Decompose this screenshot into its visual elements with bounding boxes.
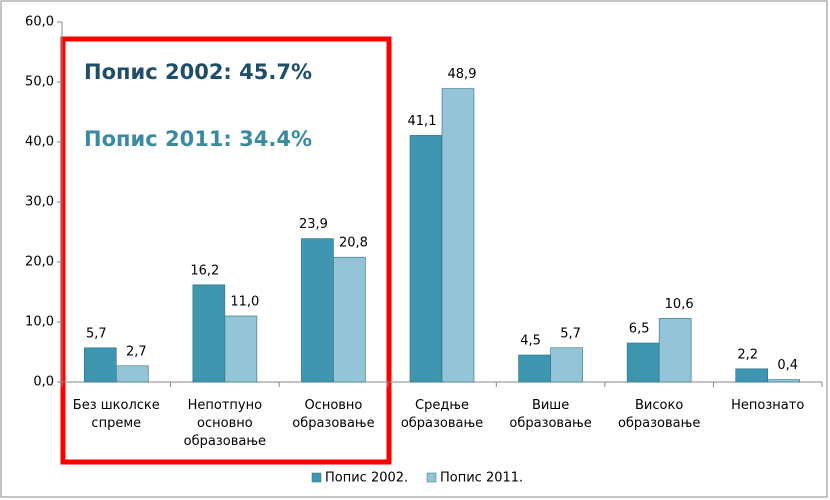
bar	[333, 256, 366, 383]
x-tick-label: Више образовање	[509, 398, 591, 431]
annotation: Попис 2002: 45.7%	[84, 60, 312, 84]
value-label: 0,4	[777, 358, 798, 373]
legend-label: Попис 2011.	[440, 471, 523, 486]
x-tick-label: Непотпуно основно образовање	[184, 398, 266, 449]
value-label: 6,5	[629, 322, 650, 337]
bar	[115, 365, 149, 383]
value-label: 23,9	[299, 217, 328, 232]
y-tick-label: 40,0	[25, 135, 54, 150]
value-label: 10,6	[665, 297, 694, 312]
legend-swatch	[311, 472, 322, 483]
x-tick-label: Високо образовање	[618, 398, 700, 431]
annotation: Попис 2011: 34.4%	[84, 127, 312, 151]
bar	[550, 347, 583, 383]
value-label: 2,2	[737, 347, 758, 362]
value-label: 11,0	[230, 295, 259, 310]
bar	[767, 379, 801, 383]
bar	[518, 354, 551, 383]
bar	[83, 347, 117, 383]
legend-swatch	[426, 472, 437, 483]
bar	[192, 284, 226, 383]
x-tick-label: Основно образовање	[292, 398, 374, 431]
value-label: 41,1	[408, 114, 437, 129]
y-tick-label: 20,0	[25, 255, 54, 270]
x-tick-label: Средње образовање	[401, 398, 483, 431]
legend-label: Попис 2002.	[325, 471, 408, 486]
bar	[626, 342, 660, 383]
bar	[441, 88, 475, 383]
x-tick-label: Без школске спреме	[73, 398, 160, 431]
bar	[301, 238, 334, 383]
y-tick-label: 0,0	[33, 375, 54, 390]
value-label: 20,8	[339, 236, 368, 251]
y-tick-label: 10,0	[25, 315, 54, 330]
value-label: 16,2	[190, 263, 219, 278]
value-label: 4,5	[520, 334, 541, 349]
y-tick-label: 30,0	[25, 195, 54, 210]
x-tick-label: Непознато	[731, 398, 804, 413]
bar	[658, 318, 692, 383]
y-tick-label: 60,0	[25, 15, 54, 30]
value-label: 48,9	[448, 67, 477, 82]
y-tick-label: 50,0	[25, 75, 54, 90]
value-label: 2,7	[126, 344, 147, 359]
bar	[409, 135, 443, 383]
value-label: 5,7	[560, 326, 581, 341]
bar	[735, 368, 769, 383]
highlight-box	[60, 36, 392, 465]
bar	[224, 315, 258, 383]
value-label: 5,7	[86, 326, 107, 341]
